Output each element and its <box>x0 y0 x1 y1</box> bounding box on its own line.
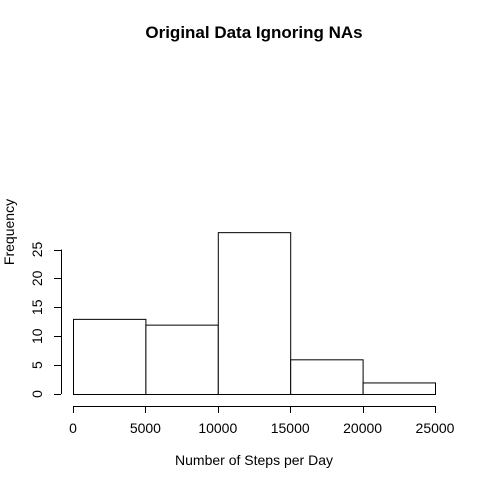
histogram-bar-2 <box>145 324 219 396</box>
x-tick-label-3: 10000 <box>198 420 237 436</box>
y-axis-label: Frequency <box>1 199 17 265</box>
x-tick-label-2: 5000 <box>130 420 161 436</box>
y-tick-label-2: 5 <box>29 361 45 369</box>
y-tick-label-1: 0 <box>29 390 45 398</box>
x-axis: 0 5000 10000 15000 20000 25000 <box>69 406 455 436</box>
x-tick-label-1: 0 <box>69 420 77 436</box>
x-tick-label-5: 20000 <box>343 420 382 436</box>
y-tick-label-5: 20 <box>29 270 45 286</box>
bars-group <box>73 232 437 396</box>
histogram-bar-5 <box>362 382 437 396</box>
histogram-bar-3 <box>217 232 292 395</box>
histogram-bar-1 <box>73 318 147 395</box>
y-tick-label-6: 25 <box>29 242 45 258</box>
y-axis: 0 5 10 15 20 25 <box>29 242 62 398</box>
chart-title: Original Data Ignoring NAs <box>145 23 362 42</box>
x-tick-label-6: 25000 <box>416 420 455 436</box>
y-tick-label-4: 15 <box>29 299 45 315</box>
histogram-bar-4 <box>290 359 364 396</box>
y-tick-label-3: 10 <box>29 328 45 344</box>
x-tick-label-4: 15000 <box>271 420 310 436</box>
x-axis-label: Number of Steps per Day <box>175 452 333 468</box>
